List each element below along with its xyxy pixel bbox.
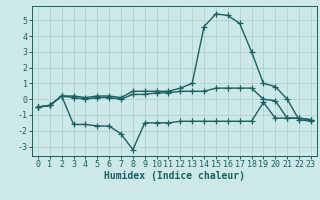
X-axis label: Humidex (Indice chaleur): Humidex (Indice chaleur) <box>104 171 245 181</box>
